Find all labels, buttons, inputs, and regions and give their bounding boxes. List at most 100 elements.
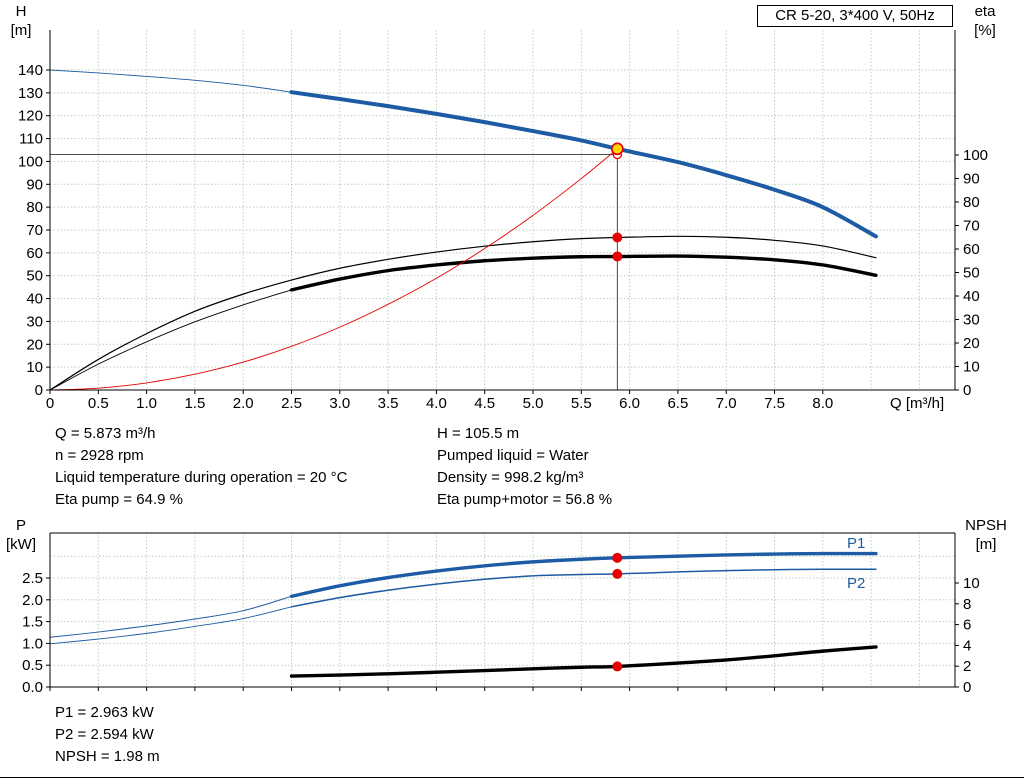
svg-text:90: 90 — [26, 176, 43, 193]
eta-pump-motor-curve-thin — [49, 289, 292, 391]
svg-text:P: P — [16, 517, 26, 534]
svg-text:10: 10 — [963, 575, 980, 592]
svg-text:8.0: 8.0 — [812, 395, 833, 412]
info-eta-pump-motor: Eta pump+motor = 56.8 % — [437, 491, 613, 508]
svg-text:1.5: 1.5 — [22, 614, 43, 631]
info-p1: P1 = 2.963 kW — [55, 704, 154, 721]
eta-pump-curve — [49, 235, 877, 391]
svg-text:60: 60 — [963, 241, 980, 258]
info-liquid-temperature: Liquid temperature during operation = 20… — [55, 469, 348, 486]
svg-text:10: 10 — [26, 359, 43, 376]
svg-text:7.5: 7.5 — [764, 395, 785, 412]
svg-text:6: 6 — [963, 617, 971, 634]
p1-curve — [289, 551, 878, 599]
eta-pump-motor-curve — [289, 254, 878, 292]
duty-point-marker — [611, 142, 624, 156]
eta-pump-marker — [612, 232, 623, 243]
svg-text:0.5: 0.5 — [22, 657, 43, 674]
svg-text:0: 0 — [35, 382, 43, 399]
svg-text:140: 140 — [18, 62, 43, 79]
npsh-curve — [289, 645, 878, 678]
info-eta-pump: Eta pump = 64.9 % — [55, 491, 183, 508]
p1-marker — [612, 552, 623, 563]
svg-text:3.0: 3.0 — [329, 395, 350, 412]
svg-text:5.0: 5.0 — [523, 395, 544, 412]
info-pumped-liquid: Pumped liquid = Water — [437, 447, 589, 464]
info-p2: P2 = 2.594 kW — [55, 726, 154, 743]
svg-text:4.0: 4.0 — [426, 395, 447, 412]
pump-title-box: CR 5-20, 3*400 V, 50Hz — [757, 5, 953, 27]
p2-marker — [612, 568, 623, 579]
svg-text:1.5: 1.5 — [184, 395, 205, 412]
info-q: Q = 5.873 m³/h — [55, 425, 156, 442]
svg-text:20: 20 — [26, 336, 43, 353]
svg-text:130: 130 — [18, 85, 43, 102]
power-info: P1 = 2.963 kW P2 = 2.594 kW NPSH = 1.98 … — [55, 702, 160, 768]
svg-text:100: 100 — [963, 147, 988, 164]
svg-text:Q [m³/h]: Q [m³/h] — [890, 395, 944, 412]
svg-text:90: 90 — [963, 171, 980, 188]
svg-text:1.0: 1.0 — [136, 395, 157, 412]
svg-text:110: 110 — [19, 131, 43, 148]
svg-text:60: 60 — [26, 245, 43, 262]
info-density: Density = 998.2 kg/m³ — [437, 469, 584, 486]
svg-text:2.5: 2.5 — [281, 395, 302, 412]
p2-curve-thin — [49, 606, 292, 645]
svg-text:50: 50 — [963, 265, 980, 282]
info-head: H = 105.5 m — [437, 425, 520, 442]
svg-text:1.0: 1.0 — [22, 635, 43, 652]
info-speed: n = 2928 rpm — [55, 447, 144, 464]
svg-text:100: 100 — [18, 153, 43, 170]
svg-text:0: 0 — [963, 382, 971, 399]
svg-text:4.5: 4.5 — [474, 395, 495, 412]
svg-text:40: 40 — [963, 288, 980, 305]
svg-text:[m]: [m] — [11, 22, 32, 39]
power-npsh-chart: P1 P2 0.0 0.5 1.0 1.5 2.0 2.5 0 2 4 6 8 10 P [kW] NPSH [m… — [6, 517, 1007, 696]
svg-text:50: 50 — [26, 268, 43, 285]
svg-text:[m]: [m] — [976, 536, 997, 553]
svg-text:6.5: 6.5 — [667, 395, 688, 412]
p2-curve — [290, 568, 877, 608]
svg-text:80: 80 — [963, 194, 980, 211]
svg-text:eta: eta — [975, 3, 997, 20]
svg-text:0: 0 — [963, 679, 971, 696]
svg-text:5.5: 5.5 — [571, 395, 592, 412]
svg-text:[kW]: [kW] — [6, 536, 36, 553]
p2-curve-label: P2 — [847, 575, 865, 592]
eta-pump-motor-marker — [612, 251, 623, 262]
svg-text:10: 10 — [963, 359, 980, 376]
svg-text:80: 80 — [26, 199, 43, 216]
svg-text:70: 70 — [963, 218, 980, 235]
p1-curve-label: P1 — [847, 535, 865, 552]
npsh-marker — [612, 661, 623, 672]
svg-text:70: 70 — [26, 222, 43, 239]
svg-text:2.0: 2.0 — [233, 395, 254, 412]
svg-text:0: 0 — [46, 395, 54, 412]
svg-text:4: 4 — [963, 637, 971, 654]
duty-info-right: H = 105.5 m Pumped liquid = Water Densit… — [437, 423, 612, 511]
p1-curve-thin — [49, 595, 292, 638]
svg-text:40: 40 — [26, 291, 43, 308]
info-npsh: NPSH = 1.98 m — [55, 748, 160, 765]
svg-text:[%]: [%] — [974, 22, 996, 39]
svg-text:8: 8 — [963, 596, 971, 613]
svg-text:30: 30 — [963, 312, 980, 329]
svg-text:2.5: 2.5 — [22, 570, 43, 587]
system-curve — [49, 148, 618, 391]
hq-eta-chart: 0 10 20 30 40 50 60 70 80 90 100 110 120 130 140 0 10 20 3… — [11, 3, 997, 412]
svg-text:30: 30 — [26, 313, 43, 330]
svg-text:2: 2 — [963, 658, 971, 675]
pump-head-curve-thin — [49, 69, 292, 93]
svg-text:20: 20 — [963, 335, 980, 352]
svg-text:0.0: 0.0 — [22, 679, 43, 696]
svg-text:0.5: 0.5 — [88, 395, 109, 412]
svg-text:6.0: 6.0 — [619, 395, 640, 412]
svg-text:7.0: 7.0 — [716, 395, 737, 412]
svg-text:NPSH: NPSH — [965, 517, 1007, 534]
svg-text:H: H — [16, 3, 27, 20]
svg-text:2.0: 2.0 — [22, 592, 43, 609]
svg-text:120: 120 — [18, 108, 43, 125]
bottom-border — [0, 777, 1024, 778]
svg-text:3.5: 3.5 — [378, 395, 399, 412]
